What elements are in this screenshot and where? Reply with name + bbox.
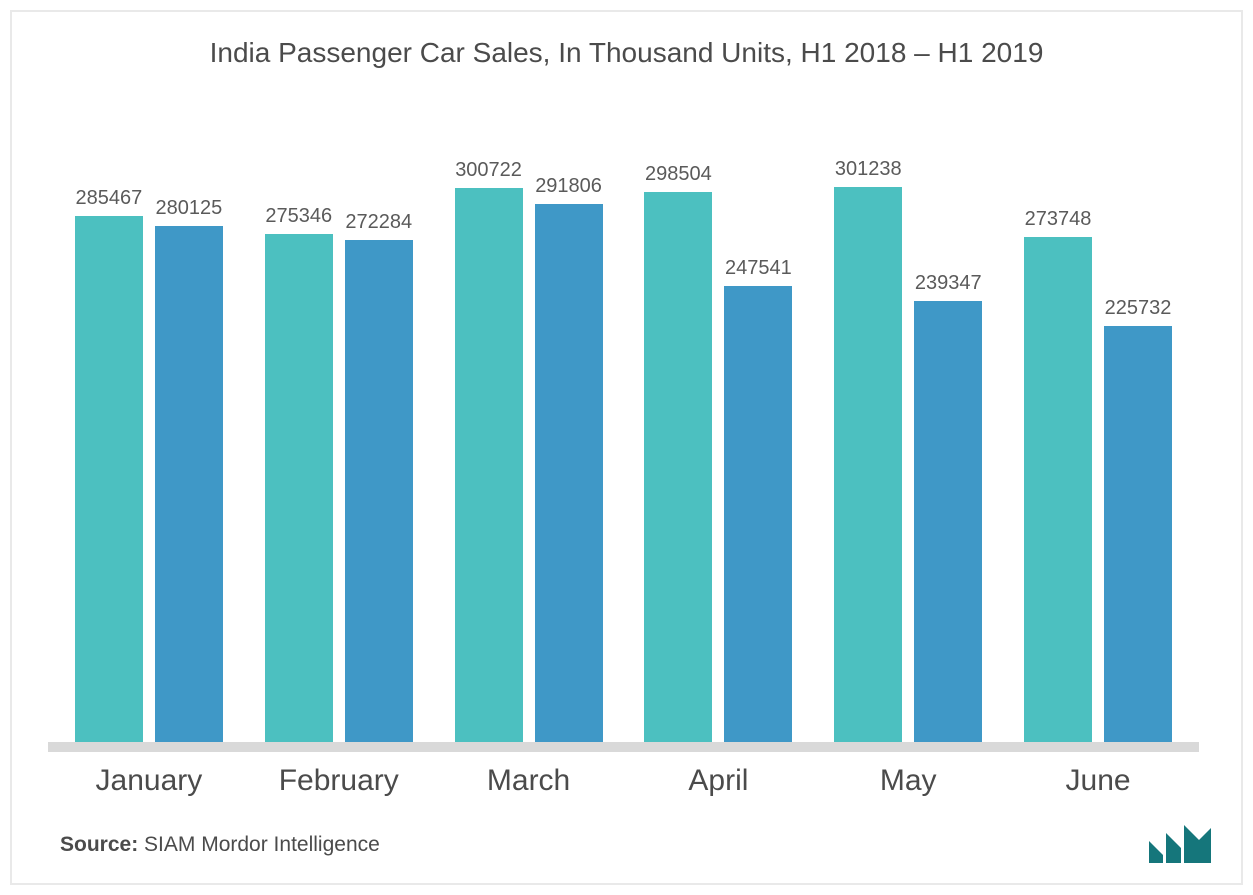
bar-value-label: 301238	[835, 158, 902, 181]
bar-wrap: 298504	[644, 152, 712, 742]
bar	[455, 188, 523, 742]
bar-value-label: 300722	[455, 159, 522, 182]
bar-wrap: 285467	[75, 152, 143, 742]
bar	[1104, 326, 1172, 742]
bar-group: 273748 225732	[1003, 152, 1193, 742]
bar-value-label: 273748	[1025, 208, 1092, 231]
bar-value-label: 225732	[1105, 297, 1172, 320]
bar-wrap: 291806	[535, 152, 603, 742]
bar	[155, 226, 223, 742]
bar-group: 298504 247541	[623, 152, 813, 742]
x-axis-label: February	[244, 764, 434, 798]
bar-groups-container: 285467 280125 275346 272284 300722 291806 2985…	[48, 152, 1199, 742]
bar	[834, 187, 902, 742]
bar-group: 285467 280125	[54, 152, 244, 742]
x-axis-label: March	[434, 764, 624, 798]
bar-group: 300722 291806	[434, 152, 624, 742]
bar	[914, 301, 982, 742]
source-text: SIAM Mordor Intelligence	[144, 833, 380, 856]
chart-frame: India Passenger Car Sales, In Thousand U…	[10, 10, 1243, 885]
x-axis-labels: JanuaryFebruaryMarchAprilMayJune	[48, 764, 1199, 798]
bar-group: 275346 272284	[244, 152, 434, 742]
x-axis-label: June	[1003, 764, 1193, 798]
chart-title: India Passenger Car Sales, In Thousand U…	[12, 12, 1241, 72]
bar-value-label: 291806	[535, 175, 602, 198]
bar-value-label: 272284	[345, 211, 412, 234]
source-footer: Source: SIAM Mordor Intelligence	[60, 833, 380, 857]
bar	[345, 240, 413, 742]
source-label: Source:	[60, 833, 138, 856]
bar-value-label: 280125	[156, 197, 223, 220]
bar-value-label: 285467	[76, 187, 143, 210]
x-axis-label: April	[623, 764, 813, 798]
bar-wrap: 280125	[155, 152, 223, 742]
bar-wrap: 273748	[1024, 152, 1092, 742]
bar-group: 301238 239347	[813, 152, 1003, 742]
bar-value-label: 298504	[645, 163, 712, 186]
bar-wrap: 301238	[834, 152, 902, 742]
chart-plot-area: 285467 280125 275346 272284 300722 291806 2985…	[48, 152, 1199, 752]
bar-wrap: 300722	[455, 152, 523, 742]
x-axis-label: January	[54, 764, 244, 798]
bar-wrap: 272284	[345, 152, 413, 742]
bar-wrap: 239347	[914, 152, 982, 742]
bar	[644, 192, 712, 742]
bar-wrap: 275346	[265, 152, 333, 742]
bar-value-label: 239347	[915, 272, 982, 295]
bar-value-label: 247541	[725, 257, 792, 280]
bar-wrap: 247541	[724, 152, 792, 742]
mordor-logo-icon	[1149, 825, 1211, 863]
bar	[724, 286, 792, 742]
bar-wrap: 225732	[1104, 152, 1172, 742]
bar-value-label: 275346	[265, 205, 332, 228]
bar	[265, 234, 333, 742]
bar	[1024, 237, 1092, 742]
x-axis-label: May	[813, 764, 1003, 798]
bar	[75, 216, 143, 742]
bar	[535, 204, 603, 742]
x-axis-baseline	[48, 742, 1199, 752]
